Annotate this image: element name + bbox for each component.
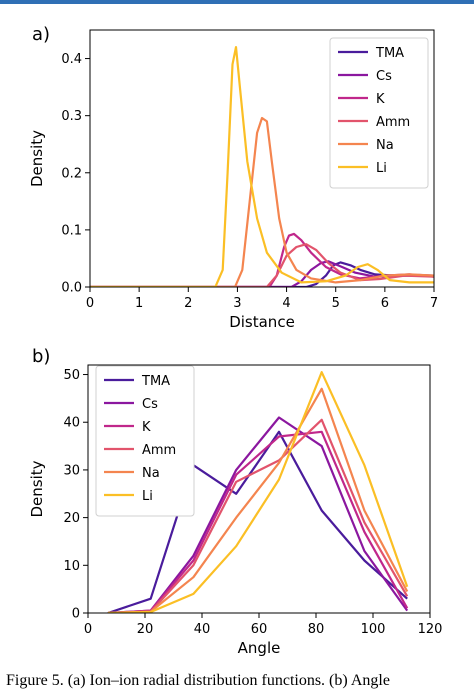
x-tick-label: 7 — [430, 296, 438, 311]
legend-label-tma: TMA — [375, 46, 404, 61]
x-tick-label: 6 — [381, 296, 389, 311]
y-tick-label: 50 — [63, 368, 80, 383]
y-tick-label: 0.3 — [61, 109, 82, 124]
x-tick-label: 3 — [233, 296, 241, 311]
y-axis-label: Density — [28, 130, 46, 187]
legend: TMA Cs K Amm Na Li — [329, 37, 429, 189]
figure-caption: Figure 5. (a) Ion–ion radial distributio… — [6, 672, 390, 689]
panel-label: a) — [32, 24, 50, 45]
x-axis-label: Distance — [229, 313, 295, 331]
y-tick-label: 40 — [63, 416, 80, 431]
legend-label-li: Li — [376, 161, 387, 176]
y-tick-label: 0.0 — [61, 281, 82, 296]
legend-label-na: Na — [142, 466, 160, 481]
x-tick-label: 80 — [308, 622, 325, 637]
panel-a: a) 0 1 2 3 4 5 6 7 0.0 0.1 0.2 0.3 0.4 Distance Density… — [28, 24, 438, 331]
x-tick-label: 1 — [135, 296, 143, 311]
legend-label-cs: Cs — [376, 69, 392, 84]
legend-label-li: Li — [142, 489, 153, 504]
series-line-li — [90, 46, 434, 287]
x-tick-label: 0 — [84, 622, 92, 637]
y-tick-label: 0.2 — [61, 166, 82, 181]
y-tick-label: 20 — [63, 511, 80, 526]
series-line-na — [107, 387, 409, 613]
legend-label-k: K — [376, 92, 385, 107]
x-tick-label: 100 — [361, 622, 386, 637]
legend-label-cs: Cs — [142, 397, 158, 412]
x-tick-label: 40 — [194, 622, 211, 637]
y-tick-label: 30 — [63, 463, 80, 478]
series-lines — [107, 371, 409, 613]
x-tick-label: 5 — [332, 296, 340, 311]
legend-label-na: Na — [376, 138, 394, 153]
legend-label-amm: Amm — [376, 115, 410, 130]
y-tick-label: 0.1 — [61, 223, 82, 238]
legend: TMA Cs K Amm Na Li — [95, 365, 195, 517]
series-line-amm — [107, 418, 409, 613]
series-line-li — [107, 371, 409, 613]
top-accent-bar — [0, 0, 474, 4]
y-tick-label: 0 — [72, 607, 80, 622]
y-tick-label: 0.4 — [61, 52, 82, 67]
panel-label: b) — [32, 346, 50, 367]
series-lines — [90, 46, 434, 287]
series-line-na — [90, 116, 434, 287]
y-axis-label: Density — [28, 460, 46, 517]
x-tick-label: 20 — [137, 622, 154, 637]
x-tick-label: 0 — [86, 296, 94, 311]
x-tick-label: 4 — [282, 296, 290, 311]
legend-label-amm: Amm — [142, 443, 176, 458]
series-line-k — [107, 430, 409, 613]
x-tick-label: 60 — [251, 622, 268, 637]
legend-label-k: K — [142, 420, 151, 435]
panel-b: b) 0 20 40 60 80 100 120 0 10 20 30 40 50 Angle Density… — [28, 346, 442, 657]
legend-label-tma: TMA — [141, 374, 170, 389]
x-tick-label: 2 — [184, 296, 192, 311]
x-tick-label: 120 — [418, 622, 443, 637]
plot-frame — [89, 29, 435, 288]
series-line-tma — [107, 430, 408, 613]
x-axis-label: Angle — [238, 639, 281, 657]
y-tick-label: 10 — [63, 559, 80, 574]
series-line-amm — [90, 243, 434, 287]
